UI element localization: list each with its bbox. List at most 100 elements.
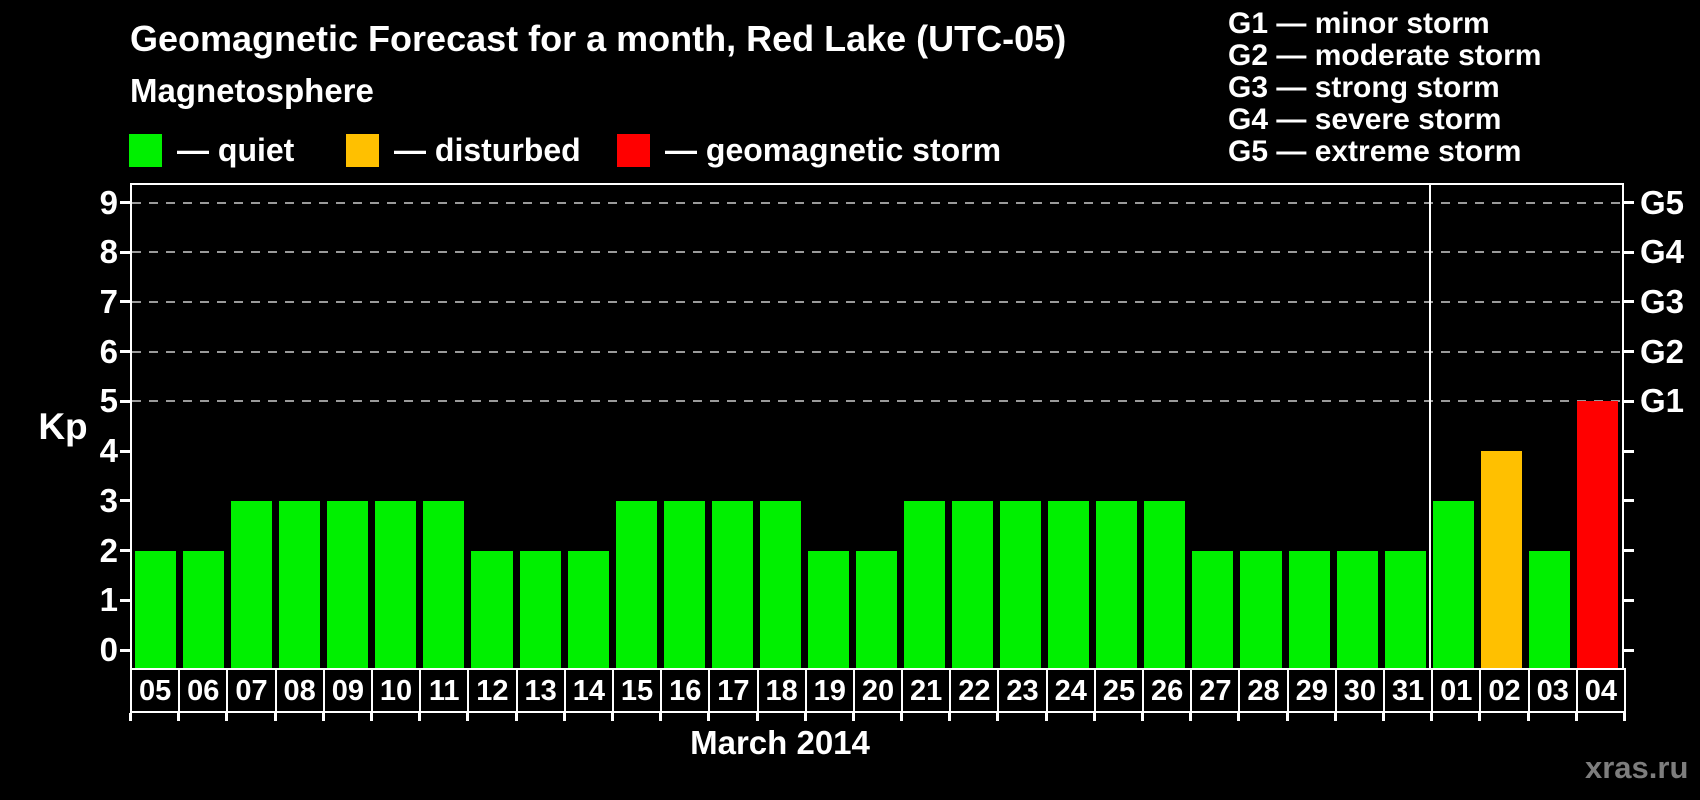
g-scale-row-g2: G2 — moderate storm xyxy=(1228,39,1542,72)
x-boundary-tick-21 xyxy=(1141,713,1145,721)
right-tick-0 xyxy=(1624,648,1634,652)
y-tick-4 xyxy=(120,449,130,453)
right-tick-3 xyxy=(1624,499,1634,503)
x-boundary-tick-28 xyxy=(1478,713,1482,721)
bar-19 xyxy=(807,550,849,668)
day-label-07: 07 xyxy=(226,668,277,713)
bar-11 xyxy=(423,500,465,668)
x-boundary-tick-9 xyxy=(562,713,566,721)
day-label-19: 19 xyxy=(804,668,855,713)
right-tick-8 xyxy=(1624,250,1634,254)
g-scale-legend: G1 — minor storm G2 — moderate storm G3 … xyxy=(1228,8,1541,168)
watermark: xras.ru xyxy=(1585,750,1689,785)
day-label-01: 01 xyxy=(1431,668,1482,713)
right-tick-2 xyxy=(1624,549,1634,553)
bar-25 xyxy=(1096,500,1138,668)
bar-16 xyxy=(663,500,705,668)
x-boundary-tick-10 xyxy=(610,713,614,721)
bar-18 xyxy=(759,500,801,668)
day-label-06: 06 xyxy=(178,668,229,713)
y-tick-label-9: 9 xyxy=(99,183,118,221)
day-label-02: 02 xyxy=(1479,668,1530,713)
bar-24 xyxy=(1048,500,1090,668)
x-boundary-tick-31 xyxy=(1623,713,1626,721)
day-label-27: 27 xyxy=(1190,668,1241,713)
gridline-kp8 xyxy=(132,251,1622,254)
day-label-12: 12 xyxy=(467,668,518,713)
bar-23 xyxy=(1000,500,1042,668)
x-boundary-tick-16 xyxy=(900,713,904,721)
y-tick-7 xyxy=(120,300,130,304)
bar-08 xyxy=(279,500,321,668)
y-tick-label-5: 5 xyxy=(99,382,118,420)
right-tick-1 xyxy=(1624,598,1634,602)
x-boundary-tick-23 xyxy=(1237,713,1241,721)
bar-09 xyxy=(327,500,369,668)
y-tick-5 xyxy=(120,399,130,403)
day-label-25: 25 xyxy=(1093,668,1145,713)
x-boundary-tick-2 xyxy=(225,713,229,721)
g-scale-row-g1: G1 — minor storm xyxy=(1228,7,1490,40)
right-tick-9 xyxy=(1624,201,1634,205)
x-boundary-tick-0 xyxy=(129,713,132,721)
bar-06 xyxy=(183,550,225,668)
quiet-color-swatch xyxy=(129,133,162,167)
x-boundary-tick-22 xyxy=(1189,713,1193,721)
x-boundary-tick-17 xyxy=(948,713,952,721)
bar-29 xyxy=(1288,550,1330,668)
g-scale-row-g4: G4 — severe storm xyxy=(1228,103,1502,136)
x-boundary-tick-14 xyxy=(803,713,807,721)
x-boundary-tick-7 xyxy=(466,713,470,721)
y-tick-6 xyxy=(120,350,130,354)
legend-heading: Magnetosphere xyxy=(130,72,374,109)
y-tick-label-1: 1 xyxy=(99,581,118,619)
day-label-30: 30 xyxy=(1334,668,1386,713)
bar-22 xyxy=(952,500,994,668)
gridline-kp5 xyxy=(132,400,1622,403)
legend-item-label: — quiet xyxy=(177,131,295,168)
right-axis-label-g2: G2 xyxy=(1640,332,1685,370)
right-tick-4 xyxy=(1624,449,1634,453)
x-boundary-tick-18 xyxy=(996,713,1000,721)
y-tick-3 xyxy=(120,499,130,503)
day-label-31: 31 xyxy=(1383,668,1434,713)
x-boundary-tick-5 xyxy=(369,713,373,721)
day-label-18: 18 xyxy=(756,668,807,713)
chart-title: Geomagnetic Forecast for a month, Red La… xyxy=(130,18,1067,59)
legend-item-label: — geomagnetic storm xyxy=(665,131,1002,168)
day-label-29: 29 xyxy=(1286,668,1337,713)
month-separator xyxy=(1428,183,1431,668)
right-axis-label-g1: G1 xyxy=(1640,382,1685,420)
x-boundary-tick-6 xyxy=(418,713,422,721)
x-axis-title: March 2014 xyxy=(690,724,870,761)
day-label-08: 08 xyxy=(274,668,325,713)
day-label-17: 17 xyxy=(708,668,759,713)
day-label-24: 24 xyxy=(1045,668,1096,713)
day-label-03: 03 xyxy=(1527,668,1578,713)
y-tick-9 xyxy=(120,201,130,205)
day-label-26: 26 xyxy=(1142,668,1193,713)
day-label-10: 10 xyxy=(370,668,422,713)
g-scale-row-g3: G3 — strong storm xyxy=(1228,71,1500,104)
bar-10 xyxy=(375,500,417,668)
x-boundary-tick-27 xyxy=(1430,713,1434,721)
x-boundary-tick-20 xyxy=(1092,713,1096,721)
x-boundary-tick-4 xyxy=(321,713,325,721)
y-tick-label-2: 2 xyxy=(99,531,118,569)
bar-20 xyxy=(855,550,898,668)
day-label-05: 05 xyxy=(130,668,181,713)
y-tick-label-3: 3 xyxy=(99,481,118,519)
bar-27 xyxy=(1192,550,1234,668)
day-label-14: 14 xyxy=(563,668,614,713)
disturbed-color-swatch xyxy=(346,133,379,167)
day-label-23: 23 xyxy=(997,668,1048,713)
bar-28 xyxy=(1240,550,1282,668)
y-tick-label-0: 0 xyxy=(99,631,118,668)
legend-item-storm: — geomagnetic storm xyxy=(617,131,1002,168)
bar-13 xyxy=(519,550,561,668)
right-tick-7 xyxy=(1624,300,1634,304)
g-scale-row-g5: G5 — extreme storm xyxy=(1228,135,1522,168)
y-tick-label-6: 6 xyxy=(99,332,118,370)
y-tick-1 xyxy=(120,598,130,602)
